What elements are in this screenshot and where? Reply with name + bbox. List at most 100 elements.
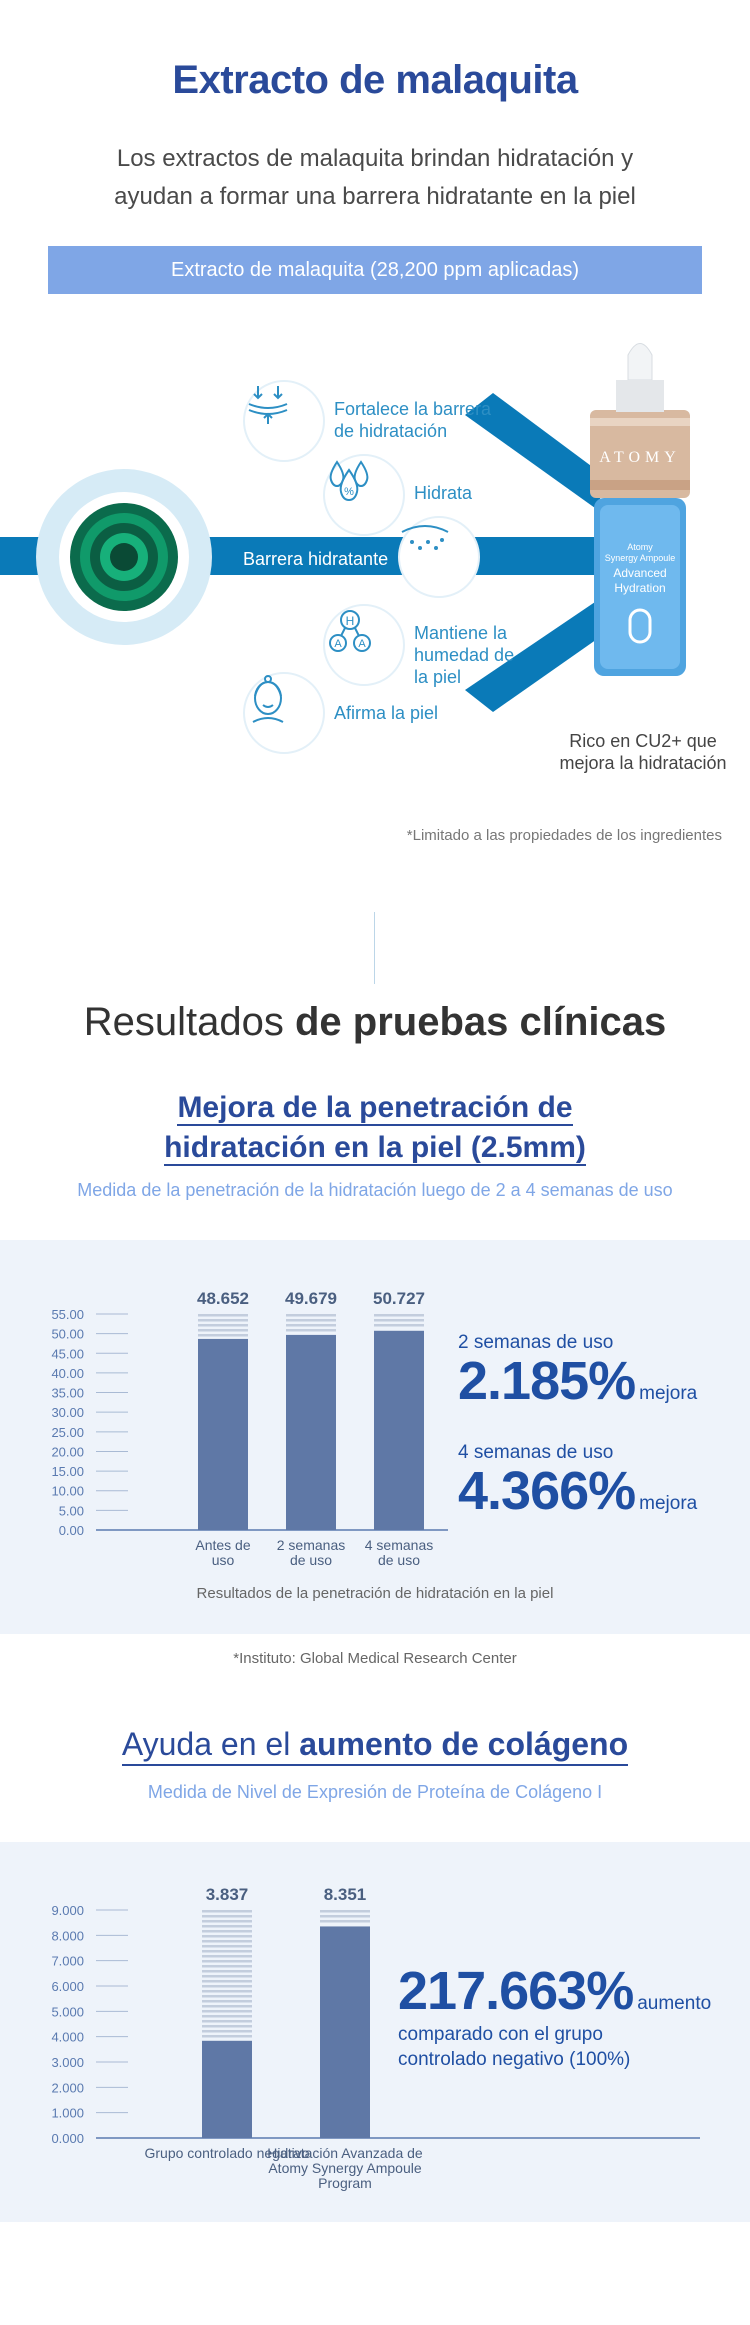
bar-stripe [202, 2035, 252, 2038]
y-tick-label: 5.00 [59, 1503, 84, 1518]
svg-text:Hydration: Hydration [614, 581, 665, 595]
ingredient-footnote: *Limitado a las propiedades de los ingre… [406, 827, 722, 844]
y-tick-label: 0.000 [51, 2131, 84, 2146]
clinical-heading: Resultados de pruebas clínicas [0, 1000, 750, 1045]
clinical-heading-light: Resultados [83, 1000, 284, 1044]
bar-stripe [286, 1324, 336, 1327]
bar-stripe [202, 1940, 252, 1943]
y-tick-label: 50.00 [51, 1327, 84, 1342]
penetration-chart: 0.00 5.00 10.00 15.00 20.00 25.00 30.00 35.00 40… [51, 1289, 553, 1602]
penetration-description: Medida de la penetración de la hidrataci… [77, 1180, 673, 1200]
bar-stripe [286, 1314, 336, 1317]
stat-2-weeks-label: 2 semanas de uso [458, 1332, 614, 1353]
x-category-label: 2 semanas de uso [277, 1537, 345, 1568]
water-drops-icon: % [323, 454, 405, 536]
y-tick-label: 4.000 [51, 2030, 84, 2045]
bar-stripe [202, 1985, 252, 1988]
serum-bottle: ATOMY Atomy Synergy Ampoule Advanced Hyd… [590, 343, 690, 676]
collagen-heading-light: Ayuda en el [121, 1726, 291, 1766]
y-tick-label: 15.00 [51, 1464, 84, 1479]
svg-text:A: A [334, 638, 342, 650]
bar-stripe [202, 1970, 252, 1973]
bar-stripe [320, 1915, 370, 1918]
clinical-heading-bold: de pruebas clínicas [294, 1000, 667, 1044]
bar-stripe [374, 1314, 424, 1317]
y-tick-label: 30.00 [51, 1405, 84, 1420]
collagen-stat-note: comparado con el grupo controlado negati… [398, 2024, 631, 2070]
bar-stripe [202, 2030, 252, 2033]
bar-stripe [202, 2015, 252, 2018]
collagen-stat-value: 217.663% [398, 1961, 634, 2021]
bar [374, 1330, 424, 1530]
page-title: Extracto de malaquita [172, 58, 578, 102]
y-tick-label: 25.00 [51, 1425, 84, 1440]
benefit-moisture-label: Mantiene la humedad de la piel [414, 623, 515, 687]
bar-stripe [286, 1319, 336, 1322]
collagen-chart: 0.000 1.000 2.000 3.000 4.000 5.000 6.000 7.000… [51, 1885, 700, 2191]
face-icon [243, 672, 325, 754]
penetration-title-line2: hidratación en la piel (2.5mm) [164, 1131, 586, 1166]
benefit-barrier-label: Fortalece la barrera de hidratación [334, 399, 492, 441]
collagen-chart-panel: 0.000 1.000 2.000 3.000 4.000 5.000 6.000 7.000… [0, 1842, 750, 2222]
bar-stripe [320, 1910, 370, 1913]
svg-text:Advanced: Advanced [613, 566, 666, 580]
svg-text:A: A [358, 638, 366, 650]
y-tick-label: 35.00 [51, 1386, 84, 1401]
bar-stripe [198, 1314, 248, 1317]
collagen-heading-bold: aumento de colágeno [299, 1726, 629, 1762]
bar-stripe [198, 1324, 248, 1327]
bar-stripe [202, 2020, 252, 2023]
bar-stripe [202, 2025, 252, 2028]
stat-2-weeks-word: mejora [639, 1383, 698, 1404]
y-tick-label: 55.00 [51, 1307, 84, 1322]
barrier-label: Barrera hidratante [243, 549, 389, 569]
bar-stripe [198, 1334, 248, 1337]
collagen-stat-word: aumento [637, 1993, 712, 2014]
y-tick-label: 8.000 [51, 1928, 84, 1943]
svg-text:Synergy Ampoule: Synergy Ampoule [605, 553, 676, 563]
bar-stripe [202, 1950, 252, 1953]
svg-text:%: % [344, 486, 354, 498]
bar-value-label: 8.351 [324, 1885, 367, 1904]
y-tick-label: 3.000 [51, 2055, 84, 2070]
y-tick-label: 10.00 [51, 1484, 84, 1499]
bar-stripe [374, 1324, 424, 1327]
bar [202, 2040, 252, 2138]
bar-stripe [198, 1329, 248, 1332]
stat-4-weeks-label: 4 semanas de uso [458, 1442, 614, 1463]
y-tick-label: 7.000 [51, 1954, 84, 1969]
x-category-label: 4 semanas de uso [365, 1537, 433, 1568]
section-divider [374, 912, 375, 984]
bar-stripe [202, 1995, 252, 1998]
benefit-firm-label: Afirma la piel [334, 703, 439, 723]
bar-stripe [202, 1925, 252, 1928]
bar-value-label: 48.652 [197, 1289, 249, 1308]
y-tick-label: 6.000 [51, 1979, 84, 1994]
collagen-description: Medida de Nivel de Expresión de Proteína… [147, 1782, 603, 1802]
intro-subtitle: Los extractos de malaquita brindan hidra… [114, 145, 636, 210]
y-tick-label: 20.00 [51, 1444, 84, 1459]
y-tick-label: 45.00 [51, 1346, 84, 1361]
institute-footnote: *Instituto: Global Medical Research Cent… [233, 1650, 517, 1667]
penetration-title-line1: Mejora de la penetración de [177, 1091, 573, 1126]
stat-2-weeks: 2 semanas de uso 2.185% mejora [458, 1332, 697, 1412]
water-barrier-icon [243, 380, 325, 462]
svg-text:H: H [346, 614, 355, 628]
diagram-graphics: ATOMY Atomy Synergy Ampoule Advanced Hyd… [0, 343, 690, 712]
stat-4-weeks-value: 4.366% [458, 1461, 636, 1521]
y-tick-label: 2.000 [51, 2080, 84, 2095]
x-category-label: Hidratación Avanzada de Atomy Synergy Amp… [267, 2145, 423, 2191]
collagen-stat: 217.663% aumento comparado con el grupo c… [398, 1960, 711, 2072]
bar-stripe [202, 1960, 252, 1963]
y-tick-label: 5.000 [51, 2004, 84, 2019]
bar-stripe [202, 2005, 252, 2008]
bar-stripe [202, 1910, 252, 1913]
bar-value-label: 49.679 [285, 1289, 337, 1308]
x-category-label: Grupo controlado negativo [145, 2145, 310, 2161]
ingredient-diagram: ATOMY Atomy Synergy Ampoule Advanced Hyd… [0, 330, 750, 790]
y-tick-label: 9.000 [51, 1903, 84, 1918]
bar-stripe [202, 2010, 252, 2013]
bar-stripe [286, 1329, 336, 1332]
stat-2-weeks-value: 2.185% [458, 1351, 636, 1411]
